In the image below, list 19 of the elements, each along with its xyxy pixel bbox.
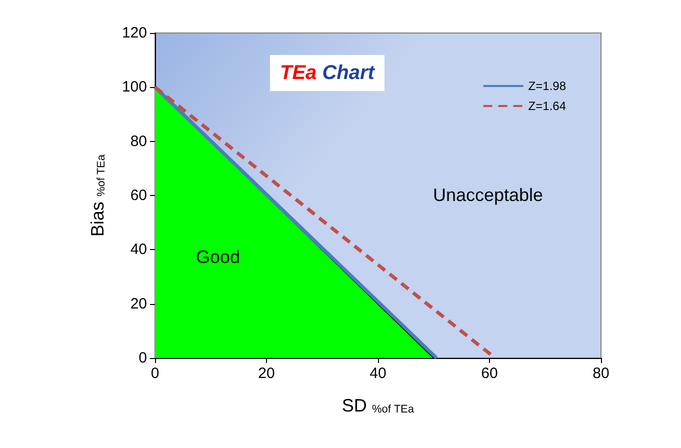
x-tick-label: 20 (258, 365, 275, 382)
legend-label: Z=1.98 (528, 79, 566, 93)
x-tick-label: 40 (370, 365, 386, 382)
y-tick-label: 20 (130, 295, 147, 312)
y-tick-label: 80 (130, 132, 147, 150)
x-tick-label: 60 (481, 365, 498, 382)
x-tick-label: 80 (592, 365, 610, 382)
y-tick-label: 40 (130, 241, 147, 258)
x-tick-label: 0 (150, 365, 160, 382)
annotation: Good (196, 247, 240, 267)
y-tick-label: 100 (122, 78, 147, 96)
y-tick-label: 120 (122, 24, 147, 42)
x-axis-title: SD %of TEa (342, 396, 415, 416)
y-tick-label: 60 (130, 187, 147, 204)
y-axis-title: Bias %of TEa (88, 154, 108, 237)
legend-label: Z=1.64 (528, 99, 566, 113)
annotation: Unacceptable (432, 185, 544, 205)
y-tick-label: 0 (138, 350, 147, 366)
text: TEa Chart (280, 62, 376, 84)
